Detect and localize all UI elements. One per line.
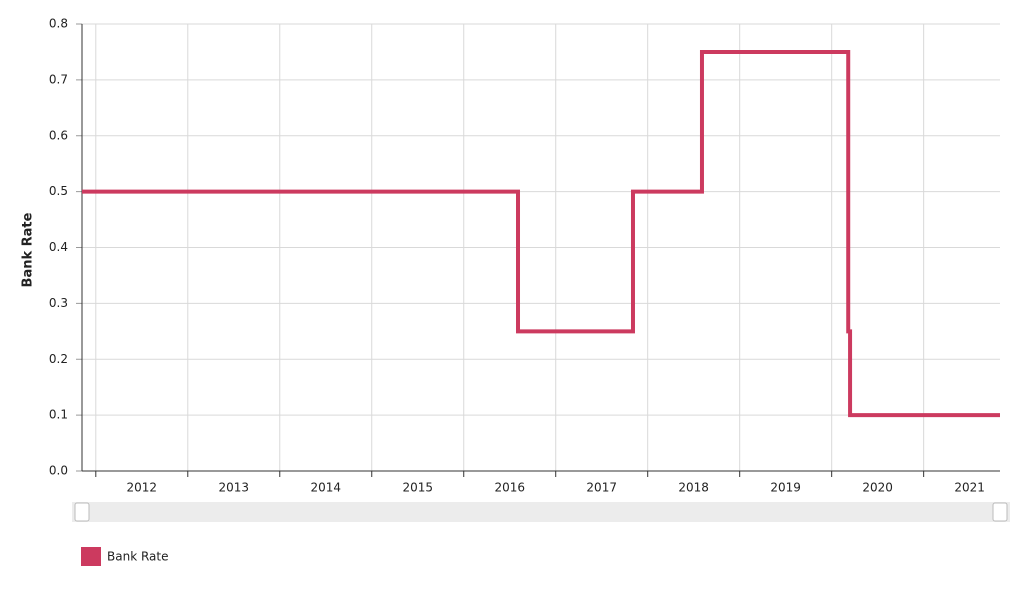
legend-swatch (81, 547, 101, 566)
y-tick-label: 0.0 (49, 464, 68, 478)
x-tick-label: 2013 (219, 481, 250, 495)
scrollbar[interactable] (72, 502, 1010, 522)
x-tick-label: 2015 (402, 481, 433, 495)
y-tick-label: 0.6 (49, 128, 68, 142)
y-axis-label: Bank Rate (21, 212, 36, 287)
y-tick-label: 0.8 (49, 17, 68, 31)
x-tick-label: 2018 (678, 481, 709, 495)
y-tick-label: 0.4 (49, 240, 68, 254)
y-tick-label: 0.7 (49, 72, 68, 86)
x-tick-label: 2019 (770, 481, 801, 495)
x-tick-label: 2016 (494, 481, 525, 495)
scrollbar-handle-left[interactable] (74, 502, 90, 522)
y-tick-label: 0.3 (49, 296, 68, 310)
scrollbar-track[interactable] (72, 502, 1010, 522)
x-tick-label: 2017 (586, 481, 617, 495)
x-tick-label: 2020 (862, 481, 893, 495)
x-tick-label: 2012 (127, 481, 158, 495)
x-tick-label: 2021 (954, 481, 985, 495)
y-tick-label: 0.5 (49, 184, 68, 198)
legend-label: Bank Rate (107, 550, 168, 564)
line (82, 49, 1000, 418)
y-tick-label: 0.1 (49, 408, 68, 422)
y-tick-label: 0.2 (49, 352, 68, 366)
scrollbar-handle-right[interactable] (992, 502, 1008, 522)
x-tick-label: 2014 (310, 481, 341, 495)
